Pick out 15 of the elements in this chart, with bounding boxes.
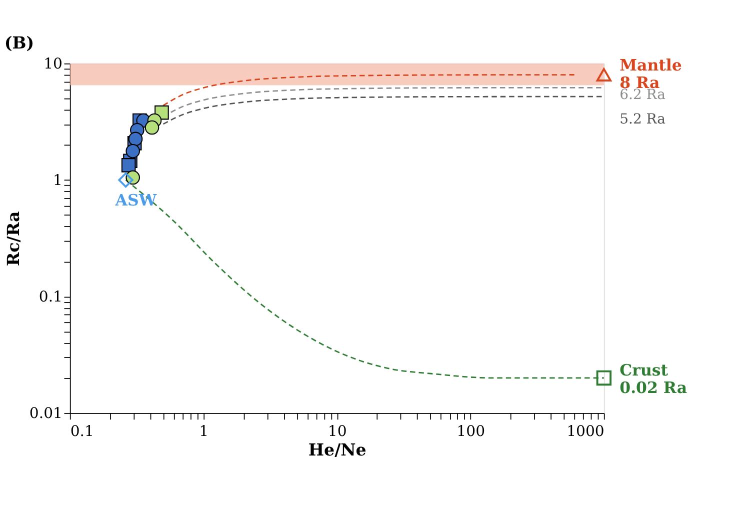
y-tick-label: 10 bbox=[44, 54, 62, 72]
y-tick-label: 0.1 bbox=[38, 287, 62, 306]
series-label: ASW bbox=[114, 190, 157, 210]
x-tick-label: 0.1 bbox=[70, 422, 94, 440]
x-axis-title: He/Ne bbox=[308, 439, 366, 460]
y-tick-label: 1 bbox=[53, 170, 62, 189]
chart-title: (B) bbox=[4, 32, 34, 53]
x-tick-label: 1 bbox=[199, 422, 209, 440]
x-tick-label: 10 bbox=[328, 422, 347, 440]
y-tick-label: 0.01 bbox=[29, 404, 62, 422]
series-label: 5.2 Ra bbox=[620, 112, 666, 128]
series-label: Crust 0.02 Ra bbox=[620, 360, 688, 397]
x-tick-label: 1000 bbox=[566, 422, 604, 440]
y-axis-title: Rc/Ra bbox=[2, 211, 23, 266]
x-tick-label: 100 bbox=[456, 422, 486, 440]
